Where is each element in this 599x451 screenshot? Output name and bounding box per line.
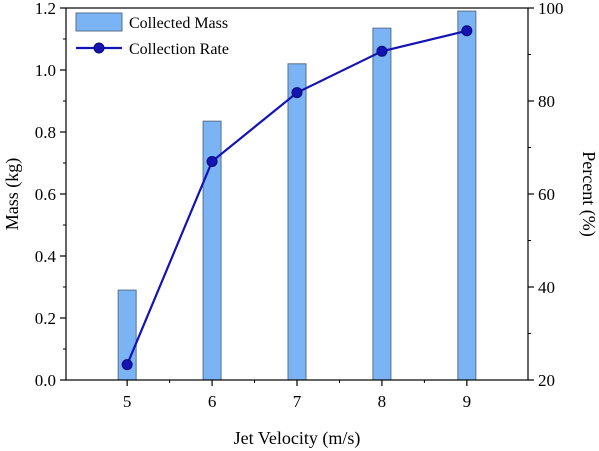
y-tick-label: 0.8 bbox=[35, 123, 56, 142]
legend-swatch-collected-mass bbox=[75, 12, 123, 32]
legend-label-collected-mass: Collected Mass bbox=[129, 15, 228, 32]
y2-tick-label: 100 bbox=[538, 0, 564, 18]
bar-7 bbox=[287, 63, 307, 381]
y2-axis-title: Percent (%) bbox=[578, 151, 599, 236]
point-8 bbox=[376, 45, 388, 57]
bar-9 bbox=[457, 10, 477, 381]
x-tick-label: 9 bbox=[463, 392, 472, 411]
x-tick-label: 7 bbox=[293, 392, 302, 411]
y-tick-label: 1.0 bbox=[35, 61, 56, 80]
point-6 bbox=[206, 155, 218, 167]
legend-marker-collection-rate bbox=[93, 42, 105, 54]
bar-8 bbox=[372, 27, 392, 381]
x-tick-label: 8 bbox=[378, 392, 387, 411]
y2-tick-label: 60 bbox=[538, 185, 555, 204]
x-axis-title: Jet Velocity (m/s) bbox=[234, 428, 361, 449]
legend-label-collection-rate: Collection Rate bbox=[129, 41, 229, 58]
point-5 bbox=[121, 359, 133, 371]
axes: 0.0 0.2 0.4 0.6 0.8 1.0 1.2 20 40 60 80 100 5 6 7 8 9 bbox=[35, 0, 564, 411]
x-tick-label: 6 bbox=[208, 392, 217, 411]
y-tick-label: 0.2 bbox=[35, 309, 56, 328]
y-tick-label: 0.0 bbox=[35, 371, 56, 390]
bar-series bbox=[117, 10, 477, 381]
y-axis-title: Mass (kg) bbox=[2, 158, 23, 231]
y2-tick-label: 80 bbox=[538, 92, 555, 111]
x-tick-label: 5 bbox=[123, 392, 132, 411]
y-tick-label: 0.4 bbox=[35, 247, 57, 266]
y-tick-label: 0.6 bbox=[35, 185, 56, 204]
legend: Collected Mass Collection Rate bbox=[75, 12, 229, 58]
line-series bbox=[121, 25, 473, 371]
y2-tick-label: 40 bbox=[538, 278, 555, 297]
y-tick-label: 1.2 bbox=[35, 0, 56, 18]
point-7 bbox=[291, 87, 303, 99]
point-9 bbox=[461, 25, 473, 37]
y2-tick-label: 20 bbox=[538, 371, 555, 390]
